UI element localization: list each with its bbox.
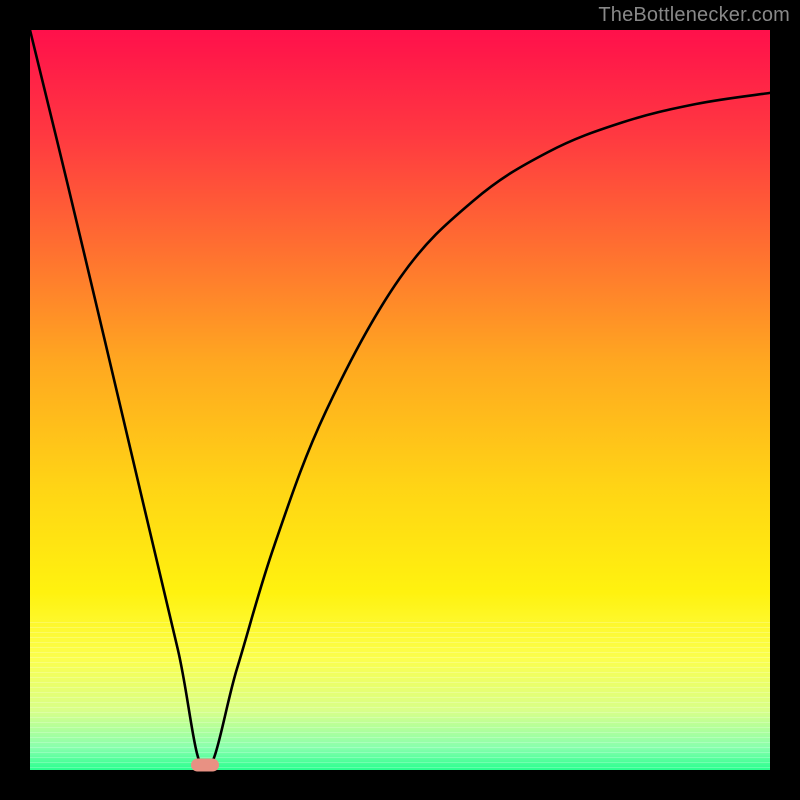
chart-container: TheBottlenecker.com xyxy=(0,0,800,800)
plot-background xyxy=(30,30,770,770)
bottleneck-chart xyxy=(0,0,800,800)
watermark-text: TheBottlenecker.com xyxy=(598,4,790,27)
optimal-point-marker xyxy=(192,759,219,771)
